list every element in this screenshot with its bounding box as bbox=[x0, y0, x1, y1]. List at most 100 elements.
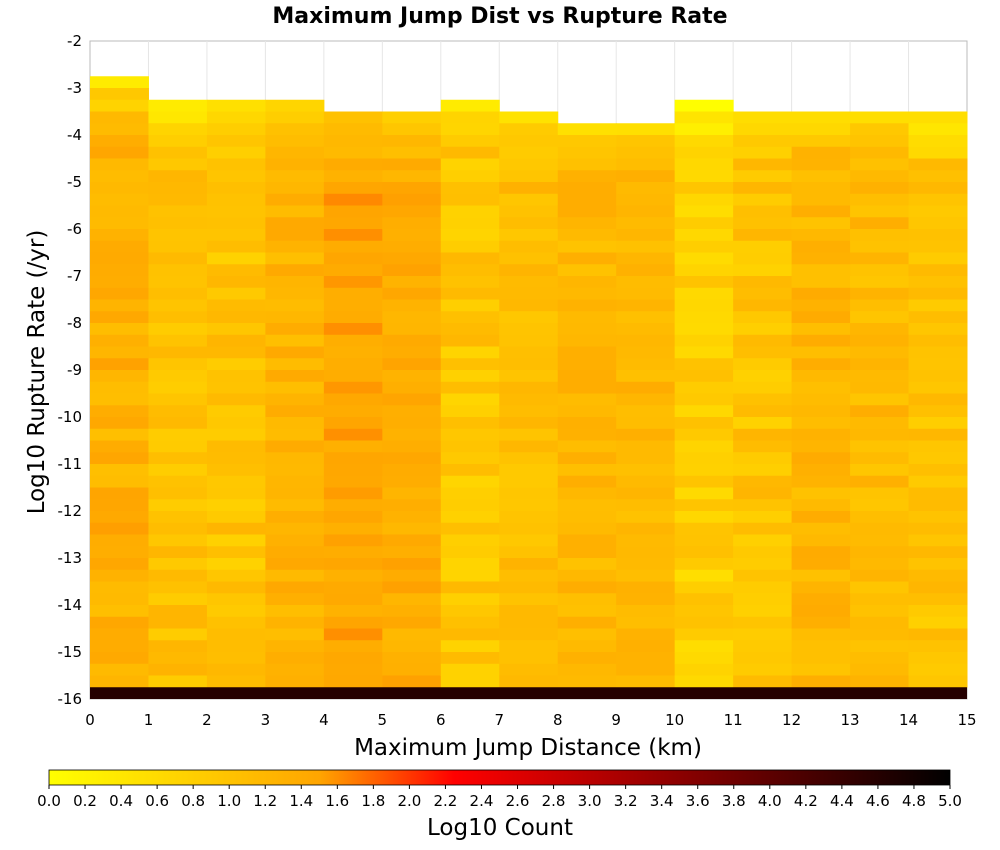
heatmap-cell bbox=[791, 182, 851, 195]
heatmap-cell bbox=[674, 229, 734, 242]
heatmap-cell bbox=[908, 487, 968, 500]
heatmap-cell bbox=[499, 628, 559, 641]
heatmap-cell bbox=[265, 405, 325, 418]
heatmap-cell bbox=[791, 240, 851, 253]
heatmap-cell bbox=[733, 346, 793, 359]
heatmap-cell bbox=[265, 193, 325, 206]
heatmap-cell bbox=[733, 240, 793, 253]
heatmap-cell bbox=[616, 534, 676, 547]
heatmap-cell bbox=[499, 522, 559, 535]
heatmap-cell bbox=[674, 276, 734, 289]
heatmap-cell bbox=[440, 511, 500, 524]
heatmap-cell bbox=[148, 346, 208, 359]
heatmap-cell bbox=[148, 193, 208, 206]
heatmap-cell bbox=[557, 123, 617, 136]
heatmap-cell bbox=[557, 205, 617, 218]
heatmap-cell bbox=[908, 311, 968, 324]
heatmap-cell bbox=[616, 182, 676, 195]
heatmap-cell bbox=[791, 370, 851, 383]
heatmap-cell bbox=[674, 146, 734, 159]
heatmap-cell bbox=[265, 652, 325, 665]
heatmap-cell bbox=[90, 511, 149, 524]
heatmap-cell bbox=[791, 522, 851, 535]
heatmap-cell bbox=[850, 605, 910, 618]
colorbar-tick-label: 4.2 bbox=[794, 792, 818, 810]
heatmap-cell bbox=[323, 193, 383, 206]
heatmap-cell bbox=[908, 605, 968, 618]
heatmap-cell bbox=[382, 264, 442, 277]
heatmap-cell bbox=[148, 546, 208, 559]
heatmap-cell bbox=[674, 499, 734, 512]
heatmap-cell bbox=[557, 593, 617, 606]
heatmap-cell bbox=[90, 370, 149, 383]
heatmap-cell bbox=[323, 652, 383, 665]
heatmap-cell bbox=[265, 381, 325, 394]
heatmap-cell bbox=[323, 499, 383, 512]
heatmap-cell bbox=[265, 663, 325, 676]
y-tick-label: -13 bbox=[58, 549, 83, 567]
colorbar-tick-label: 4.8 bbox=[902, 792, 926, 810]
y-tick-label: -15 bbox=[58, 643, 83, 661]
heatmap-cell bbox=[908, 229, 968, 242]
heatmap-cell bbox=[908, 111, 968, 124]
heatmap-cell bbox=[850, 135, 910, 148]
heatmap-cell bbox=[908, 123, 968, 136]
heatmap-cell bbox=[323, 440, 383, 453]
heatmap-cell bbox=[440, 135, 500, 148]
heatmap-cell bbox=[148, 358, 208, 371]
heatmap-cell bbox=[323, 558, 383, 571]
heatmap-cell bbox=[499, 358, 559, 371]
x-tick-label: 11 bbox=[724, 711, 743, 729]
heatmap-cell bbox=[265, 428, 325, 441]
heatmap-cell bbox=[616, 229, 676, 242]
heatmap-cell bbox=[148, 276, 208, 289]
heatmap-cell bbox=[499, 217, 559, 230]
heatmap-cell bbox=[733, 146, 793, 159]
heatmap-cell bbox=[908, 593, 968, 606]
heatmap-cell bbox=[908, 170, 968, 183]
heatmap-cell bbox=[148, 240, 208, 253]
colorbar-tick-label: 2.0 bbox=[397, 792, 421, 810]
x-tick-label: 0 bbox=[85, 711, 95, 729]
heatmap-cell bbox=[850, 405, 910, 418]
heatmap-cell bbox=[90, 182, 149, 195]
heatmap-cell bbox=[440, 475, 500, 488]
heatmap-cell bbox=[265, 217, 325, 230]
heatmap-cell bbox=[265, 522, 325, 535]
heatmap-cell bbox=[265, 264, 325, 277]
heatmap-cell bbox=[499, 252, 559, 265]
heatmap-cell bbox=[323, 170, 383, 183]
heatmap-cell bbox=[90, 522, 149, 535]
heatmap-cell bbox=[382, 205, 442, 218]
heatmap-cell bbox=[674, 417, 734, 430]
heatmap-cell bbox=[557, 652, 617, 665]
heatmap-cell bbox=[440, 569, 500, 582]
heatmap-cell bbox=[616, 135, 676, 148]
heatmap-cell bbox=[850, 640, 910, 653]
heatmap-cell bbox=[791, 546, 851, 559]
heatmap-cell bbox=[323, 628, 383, 641]
heatmap-cell bbox=[440, 287, 500, 300]
heatmap-cell bbox=[90, 158, 149, 171]
heatmap-cell bbox=[265, 452, 325, 465]
heatmap-cell bbox=[382, 252, 442, 265]
heatmap-cell bbox=[733, 393, 793, 406]
heatmap-cell bbox=[616, 511, 676, 524]
heatmap-cell bbox=[323, 452, 383, 465]
heatmap-cell bbox=[733, 558, 793, 571]
heatmap-cell bbox=[382, 663, 442, 676]
heatmap-cell bbox=[148, 593, 208, 606]
heatmap-cell bbox=[323, 323, 383, 336]
heatmap-cell bbox=[382, 299, 442, 312]
heatmap-cell bbox=[265, 534, 325, 547]
heatmap-cell bbox=[674, 452, 734, 465]
heatmap-cell bbox=[265, 158, 325, 171]
heatmap-cell bbox=[616, 205, 676, 218]
x-tick-label: 15 bbox=[957, 711, 976, 729]
heatmap-cell bbox=[206, 417, 266, 430]
heatmap-cell bbox=[557, 581, 617, 594]
heatmap-cell bbox=[148, 628, 208, 641]
colorbar-tick-label: 3.8 bbox=[722, 792, 746, 810]
heatmap-cell bbox=[206, 287, 266, 300]
heatmap-cell bbox=[90, 652, 149, 665]
